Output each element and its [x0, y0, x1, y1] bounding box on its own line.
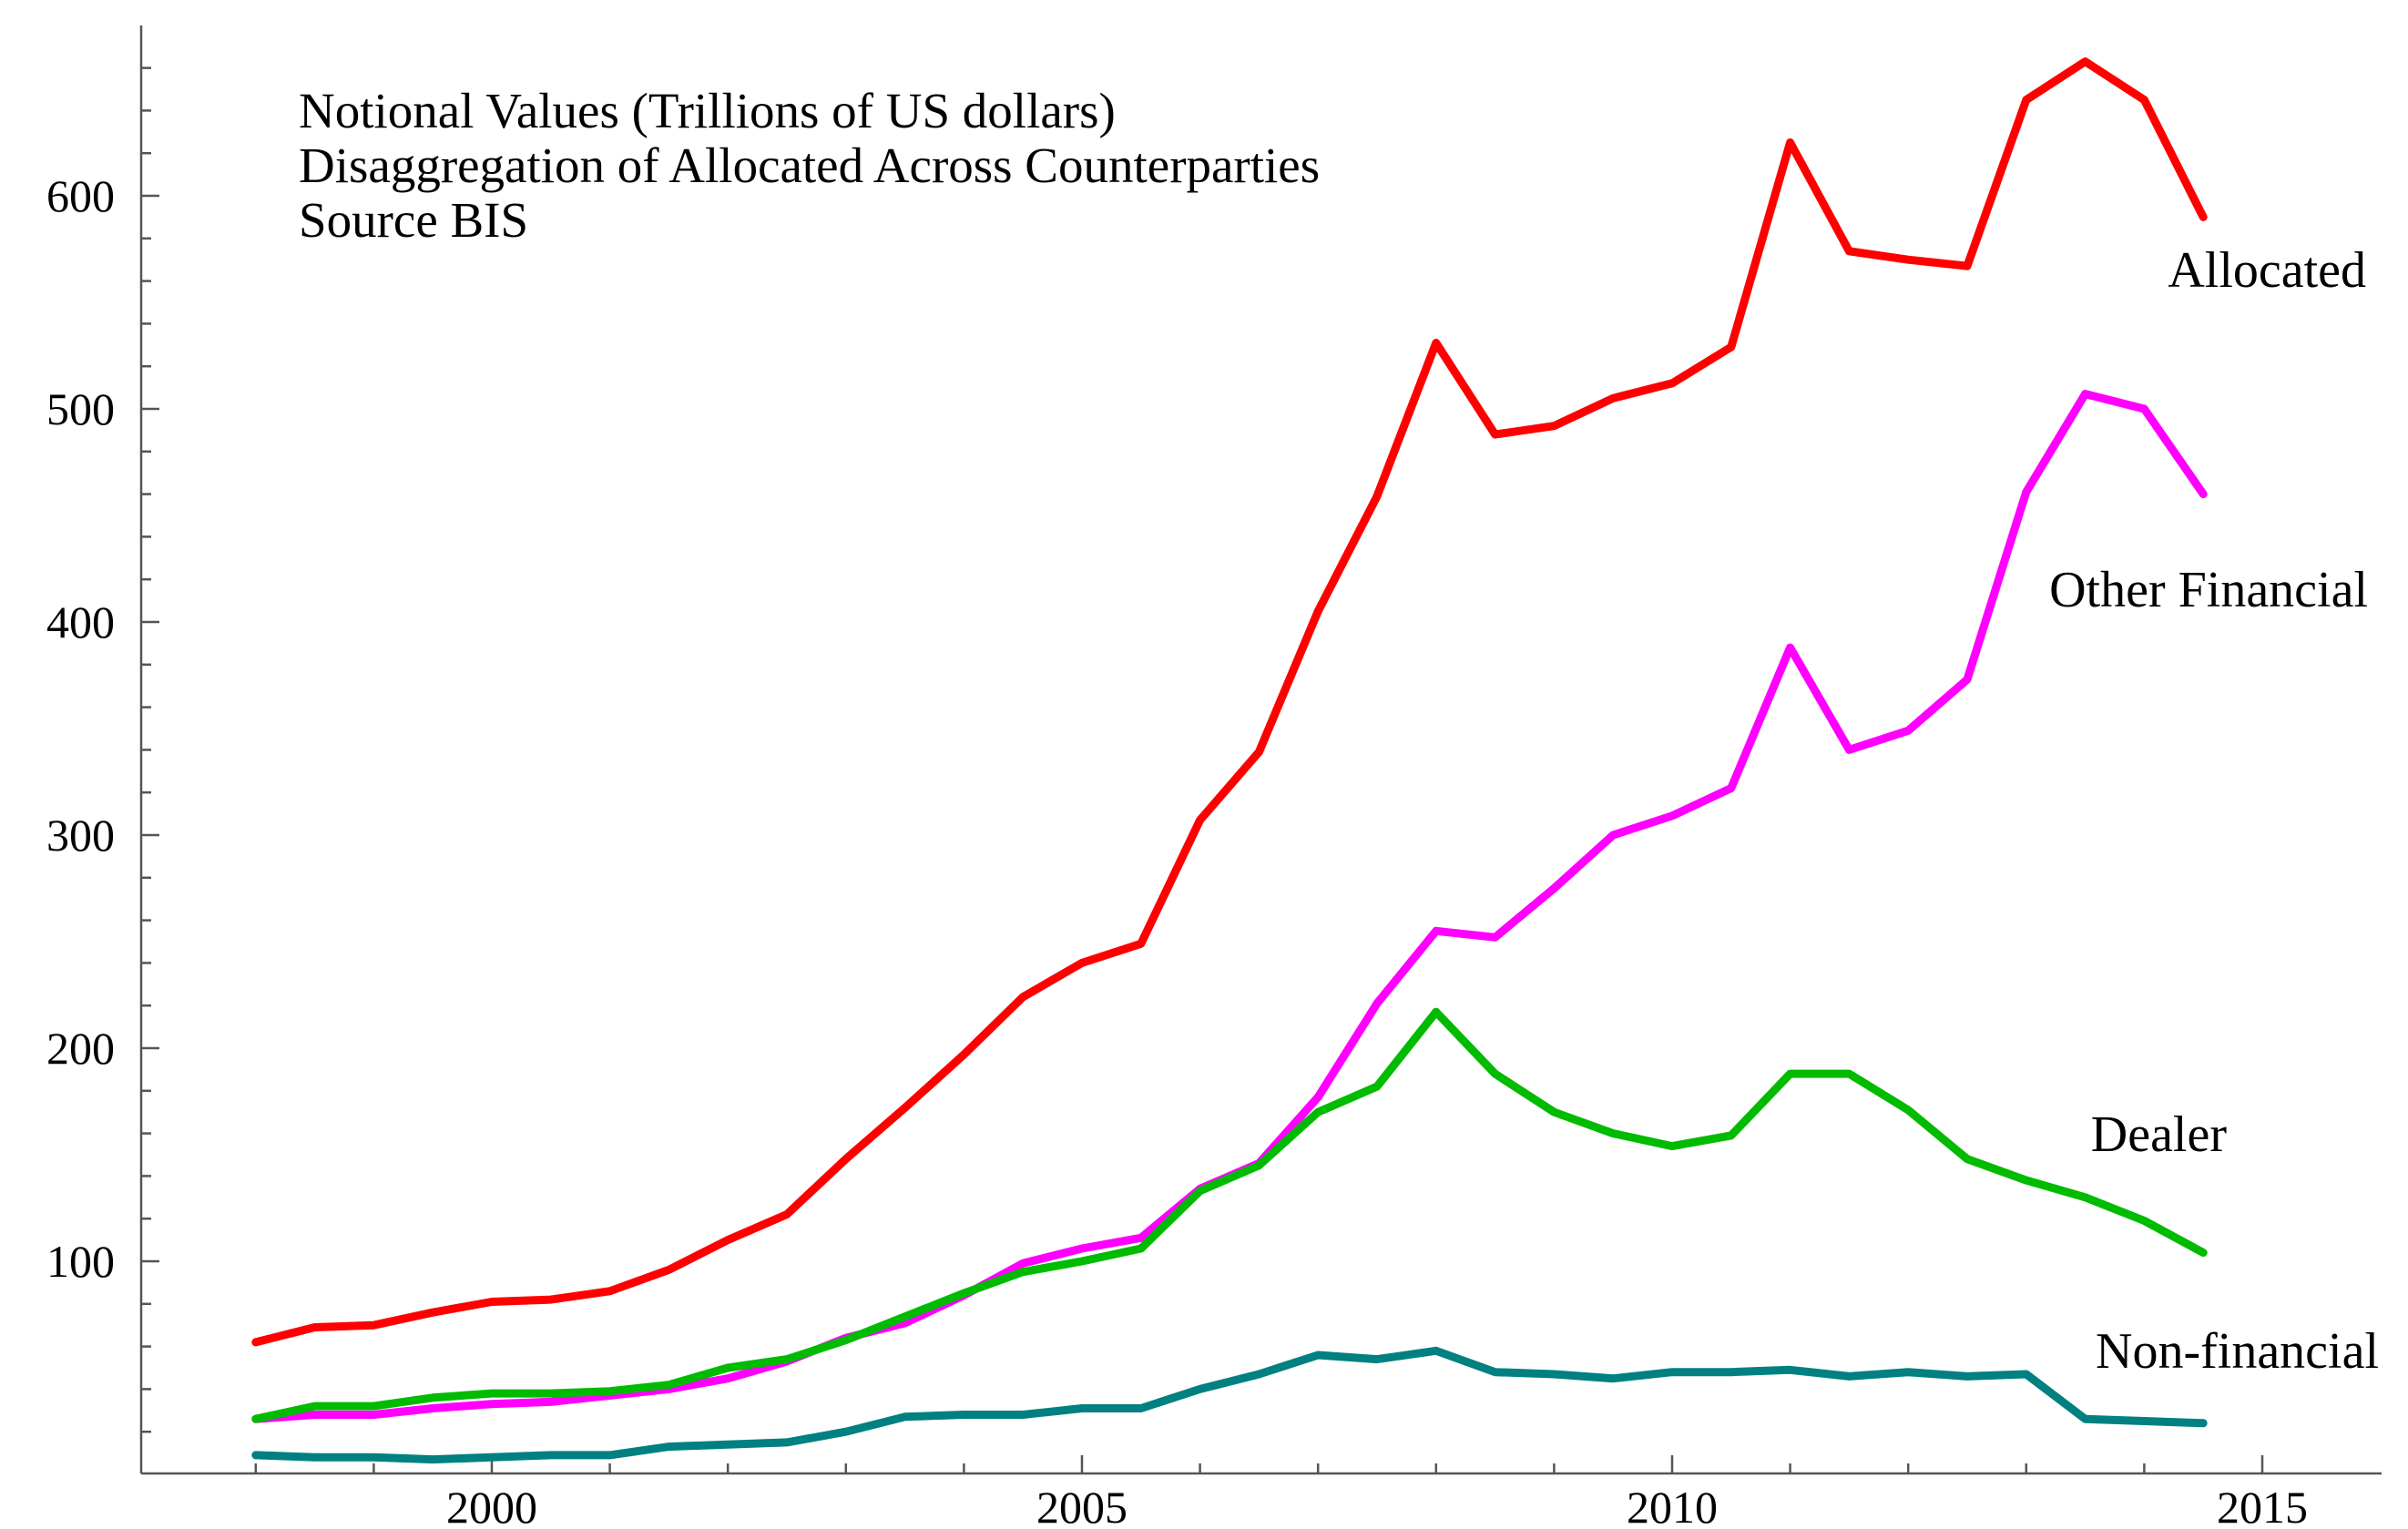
series-line-allocated	[251, 57, 2208, 1347]
x-tick-label: 2010	[1627, 1482, 1718, 1529]
chart-title-block: Notional Values (Trillions of US dollars…	[299, 83, 1320, 248]
y-tick-label: 600	[46, 170, 115, 221]
annotation-other-financial: Other Financial	[2049, 562, 2368, 618]
series-line-other-financial	[251, 390, 2208, 1423]
y-tick-label: 300	[46, 810, 115, 861]
chart-title-line-3: Source BIS	[299, 192, 528, 248]
series-line-dealer	[251, 1007, 2208, 1423]
y-tick-label: 200	[46, 1023, 115, 1074]
y-tick-label: 400	[46, 596, 115, 647]
y-tick-label: 500	[46, 383, 115, 434]
chart-title-line-1: Notional Values (Trillions of US dollars…	[299, 83, 1116, 138]
chart-title-line-2: Disaggregation of Allocated Across Count…	[299, 138, 1320, 193]
axes: 100 200 300 400 500 600 2000 2005 2010 2015	[46, 25, 2382, 1529]
series-line-non-financial	[251, 1346, 2208, 1464]
annotation-non-financial: Non-financial	[2096, 1323, 2379, 1380]
x-tick-label: 2005	[1036, 1482, 1127, 1529]
annotation-dealer: Dealer	[2091, 1106, 2228, 1163]
x-tick-label: 2015	[2217, 1482, 2308, 1529]
x-tick-label: 2000	[446, 1482, 537, 1529]
series-annotations: Allocated Other Financial Dealer Non-fin…	[2049, 242, 2379, 1380]
annotation-allocated: Allocated	[2168, 242, 2366, 299]
y-tick-label: 100	[46, 1236, 115, 1287]
series-lines	[251, 57, 2208, 1464]
